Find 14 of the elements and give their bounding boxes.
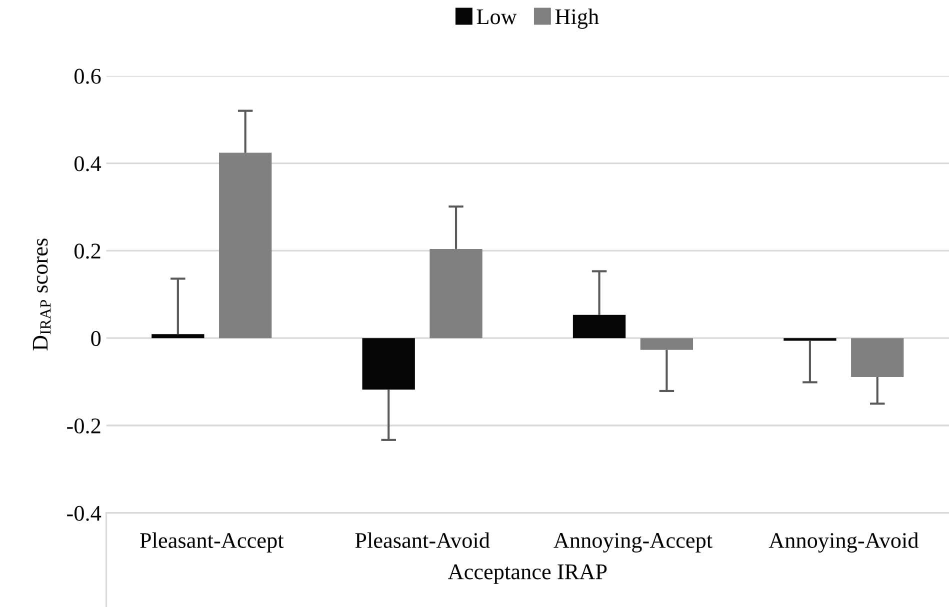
y-tick-label: 0 [91,331,101,346]
y-tick-label: -0.2 [67,418,100,434]
x-tick-label: Pleasant-Avoid [355,532,490,548]
y-tick-label: -0.4 [67,506,102,521]
legend-label: High [555,8,599,29]
y-tick-label: 0.6 [74,68,101,84]
legend-label: Low [476,9,517,24]
x-tick-label: Annoying-Avoid [768,532,918,553]
y-tick-label: 0.4 [74,156,102,172]
x-tick-label: Annoying-Accept [554,533,712,553]
x-axis-title: Acceptance IRAP [448,564,607,584]
y-axis-title: D$_{IRAP}$ scores [32,238,51,350]
x-tick-label: Pleasant-Accept [140,532,284,553]
y-tick-label: 0.2 [74,244,100,259]
